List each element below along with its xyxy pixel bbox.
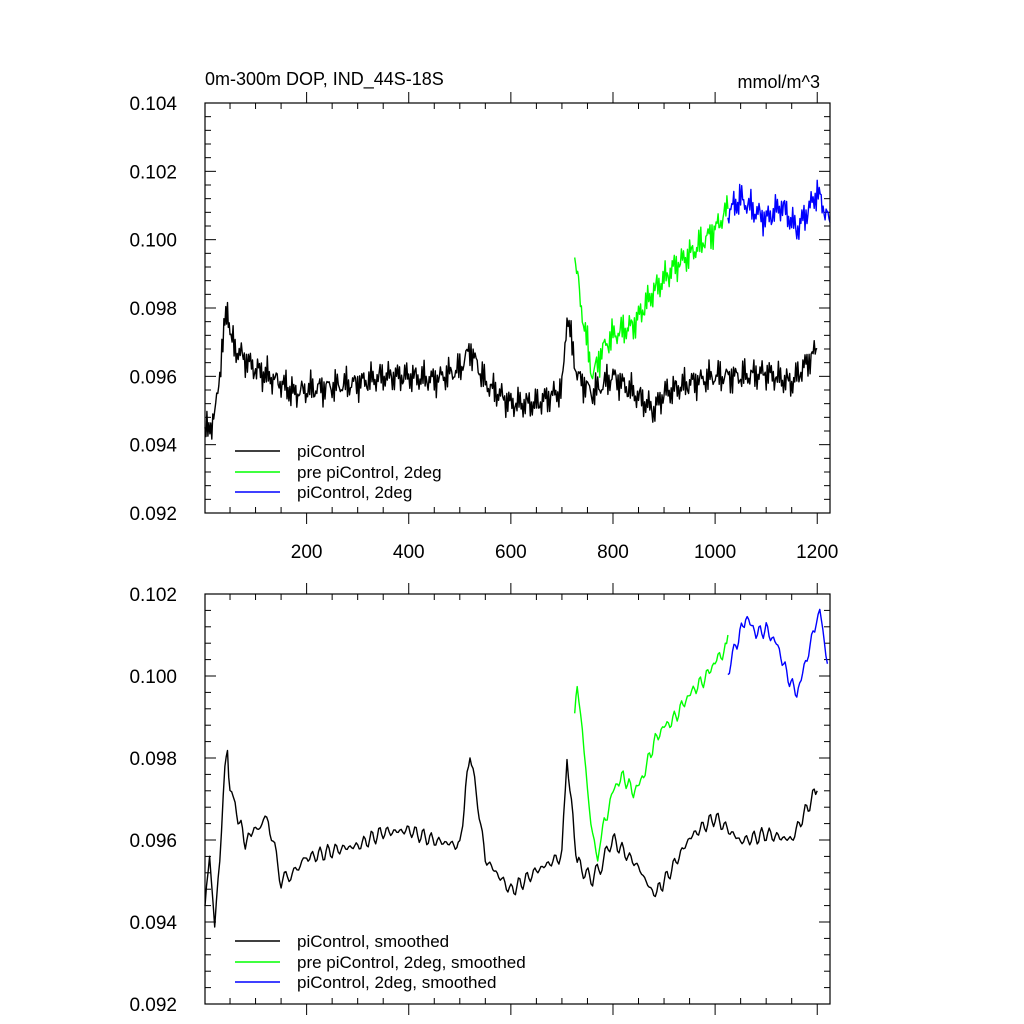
bottom-series-group (204, 608, 829, 928)
y-tick-label: 0.100 (129, 231, 177, 252)
y-tick-label: 0.102 (129, 585, 177, 606)
series-line-picontrol-smoothed (204, 749, 818, 928)
top-chart-title: 0m-300m DOP, IND_44S-18S (205, 69, 444, 90)
y-tick-label: 0.102 (129, 162, 177, 183)
bottom-plot-frame (204, 593, 831, 1005)
series-line-picontrol-2deg (727, 179, 831, 240)
y-tick-label: 0.098 (129, 299, 177, 320)
x-tick-label: 1000 (694, 542, 736, 563)
top-minor-ticks (205, 103, 830, 513)
x-tick-label: 1200 (796, 542, 838, 563)
series-line-picontrol-2deg-smoothed (727, 608, 829, 698)
top-legend: piControl pre piControl, 2deg piControl,… (235, 442, 442, 502)
bottom-legend-label-0: piControl, smoothed (297, 932, 449, 951)
y-tick-label: 0.094 (129, 913, 177, 934)
bottom-ytick-labels: 0.092 0.094 0.096 0.098 0.100 0.102 (129, 585, 177, 1016)
top-xtick-labels: 200 400 600 800 1000 1200 (291, 542, 839, 563)
y-tick-label: 0.092 (129, 504, 177, 525)
y-tick-label: 0.094 (129, 436, 177, 457)
bottom-panel: 0.092 0.094 0.096 0.098 0.100 0.102 piControl… (129, 583, 831, 1016)
top-legend-label-1: pre piControl, 2deg (297, 463, 442, 482)
bottom-minor-ticks (205, 594, 830, 1004)
y-tick-label: 0.092 (129, 995, 177, 1016)
top-chart-units: mmol/m^3 (738, 72, 820, 92)
x-tick-label: 600 (495, 542, 527, 563)
y-tick-label: 0.098 (129, 749, 177, 770)
y-tick-label: 0.104 (129, 94, 177, 115)
top-panel: 0m-300m DOP, IND_44S-18S mmol/m^3 0.0920… (129, 69, 838, 563)
bottom-legend: piControl, smoothed pre piControl, 2deg,… (235, 932, 526, 992)
top-ytick-labels: 0.092 0.094 0.096 0.098 0.100 0.102 0.104 (129, 94, 177, 525)
series-line-pre-picontrol-2deg-smoothed (574, 634, 729, 862)
x-tick-label: 800 (597, 542, 629, 563)
y-tick-label: 0.096 (129, 831, 177, 852)
x-tick-label: 400 (393, 542, 425, 563)
series-line-picontrol (204, 301, 818, 440)
y-tick-label: 0.100 (129, 667, 177, 688)
top-legend-label-2: piControl, 2deg (297, 483, 412, 502)
x-tick-label: 200 (291, 542, 323, 563)
bottom-legend-label-1: pre piControl, 2deg, smoothed (297, 953, 526, 972)
top-plot-frame (204, 102, 831, 514)
top-series-group (204, 179, 831, 440)
top-legend-label-0: piControl (297, 442, 365, 461)
bottom-legend-label-2: piControl, 2deg, smoothed (297, 973, 496, 992)
series-line-pre-picontrol-2deg (574, 195, 729, 380)
y-tick-label: 0.096 (129, 367, 177, 388)
